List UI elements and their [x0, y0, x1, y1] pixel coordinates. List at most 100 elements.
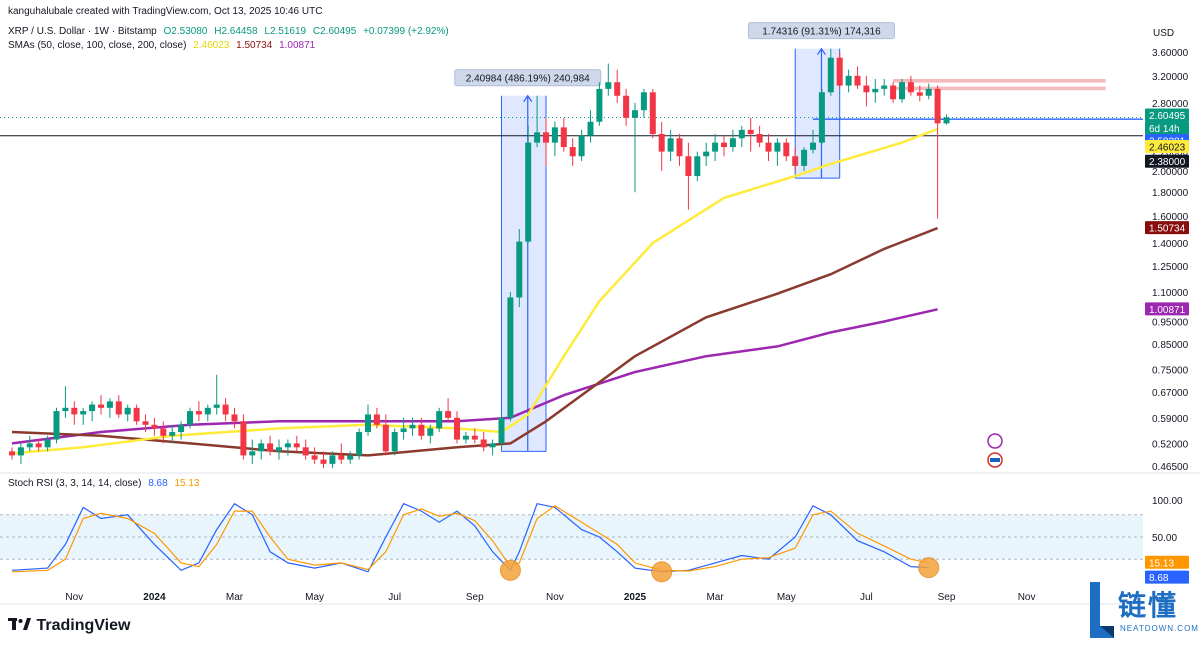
candle-body [240, 421, 247, 456]
candle-body [9, 451, 15, 456]
candle-body [890, 85, 897, 100]
candle-body [658, 134, 665, 152]
time-axis-tick-label: 2024 [143, 592, 166, 603]
measure-label-box [747, 22, 895, 40]
candle-body [765, 142, 772, 152]
oversold-highlight-circle [918, 557, 940, 579]
candle-body [712, 142, 719, 152]
price-axis-tick-label: 2.20000 [1152, 148, 1189, 159]
stoch-d-line [11, 505, 929, 573]
candle-body [35, 443, 42, 448]
candle-body [329, 455, 336, 464]
stoch-k-badge: 8.68 [1149, 573, 1169, 584]
candle-body [284, 443, 291, 448]
candle-body [587, 121, 594, 136]
watermark-cn: 链懂 [1118, 590, 1179, 621]
price-axis-tick-label: 0.46500 [1152, 462, 1189, 473]
candle-body [445, 411, 452, 418]
candle-body [525, 142, 532, 242]
time-axis-tick-label: May [305, 592, 324, 603]
time-axis-tick-label: May [777, 592, 796, 603]
time-axis-tick-label: Nov [1018, 592, 1036, 603]
candle-body [801, 149, 808, 166]
oversold-highlight-circle [651, 561, 673, 583]
stoch-label: Stoch RSI (3, 3, 14, 14, close) [8, 478, 142, 489]
stoch-d-value: 15.13 [174, 478, 200, 489]
sma100-badge: 1.50734 [1149, 224, 1186, 235]
candle-body [605, 82, 612, 89]
candle-body [53, 411, 60, 440]
measure-label-2: 1.74316 (91.31%) 174,316 [762, 27, 881, 38]
candle-body [569, 147, 576, 157]
time-axis-tick-label: Nov [65, 592, 83, 603]
candle-body [89, 404, 96, 412]
candle-body [151, 424, 158, 429]
level-badge: 2.38000 [1149, 157, 1186, 168]
candle-body [222, 404, 229, 415]
candle-body [516, 241, 523, 298]
candle-body [98, 404, 104, 408]
candle-body [551, 127, 558, 143]
close-value: C2.60495 [312, 26, 357, 37]
candle-body [747, 129, 754, 135]
candle-body [249, 451, 256, 456]
price-axis-tick-label: 0.85000 [1152, 340, 1189, 351]
candle-body [560, 127, 567, 148]
candle-body [507, 297, 514, 418]
candle-body [943, 117, 950, 124]
candle-body [854, 75, 861, 86]
time-axis-tick-label: Mar [226, 592, 244, 603]
sma50-line [11, 127, 939, 455]
sma200-badge: 1.00871 [1149, 305, 1186, 316]
candle-body [899, 82, 905, 100]
candle-body [925, 88, 932, 96]
candle-body [62, 407, 69, 412]
candle-body [818, 92, 825, 143]
candle-body [543, 132, 549, 143]
stoch-d-badge-bg [1145, 555, 1189, 569]
candle-body [169, 432, 176, 436]
tradingview-logo: TradingView [8, 617, 130, 635]
stoch-k-value: 8.68 [148, 478, 168, 489]
candle-body [783, 142, 790, 157]
open-value: O2.53080 [163, 26, 208, 37]
symbol-name: XRP / U.S. Dollar · 1W · Bitstamp [8, 26, 157, 37]
time-axis-tick-label: Jul [860, 592, 873, 603]
measure-label-box [454, 69, 602, 87]
measure-label-1: 2.40984 (486.19%) 240,984 [466, 74, 590, 85]
candle-body [409, 424, 416, 429]
candle-body [17, 447, 24, 456]
candle-body [454, 417, 460, 440]
price-axis-tick-label: 3.60000 [1152, 48, 1189, 59]
time-axis-tick-label: Jul [388, 592, 401, 603]
last-price-badge-bg [1145, 108, 1189, 122]
currency-label: USD [1153, 28, 1175, 39]
candle-body [427, 428, 434, 436]
symbol-legend: XRP / U.S. Dollar · 1W · Bitstamp O2.530… [8, 26, 453, 37]
time-axis-tick-label: Sep [466, 592, 484, 603]
candle-body [267, 443, 274, 452]
time-axis-tick-label: Sep [938, 592, 956, 603]
candle-body [80, 411, 87, 415]
price-axis-tick-label: 1.80000 [1152, 188, 1189, 199]
candle-body [534, 132, 541, 143]
measure-arrow-head [523, 94, 533, 103]
candle-body [178, 424, 185, 433]
stoch-k-badge-bg [1145, 570, 1189, 584]
low-value: L2.51619 [264, 26, 307, 37]
candle-body [418, 424, 425, 436]
candle-body [685, 156, 692, 177]
candle-body [133, 407, 140, 422]
candle-body [578, 135, 585, 157]
high-value: H2.64458 [214, 26, 258, 37]
candle-body [142, 421, 149, 425]
sma200-line [11, 308, 938, 445]
sma200-value: 1.00871 [279, 40, 316, 51]
sma50-badge: 2.46023 [1149, 143, 1186, 154]
price-axis-tick-label: 0.67000 [1152, 388, 1189, 399]
sma-label: SMAs (50, close, 100, close, 200, close) [8, 40, 187, 51]
candle-body [382, 424, 389, 452]
sma50-badge-bg [1145, 140, 1189, 154]
candle-body [347, 455, 354, 460]
